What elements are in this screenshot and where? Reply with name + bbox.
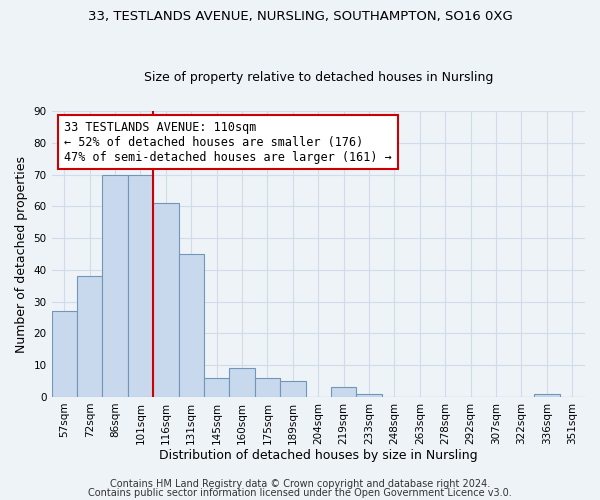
Y-axis label: Number of detached properties: Number of detached properties (15, 156, 28, 352)
Bar (255, 378, 280, 397)
Bar (153, 203, 179, 397)
Text: 33 TESTLANDS AVENUE: 110sqm
← 52% of detached houses are smaller (176)
47% of se: 33 TESTLANDS AVENUE: 110sqm ← 52% of det… (64, 120, 392, 164)
Bar (356, 394, 382, 397)
Text: Contains HM Land Registry data © Crown copyright and database right 2024.: Contains HM Land Registry data © Crown c… (110, 479, 490, 489)
Bar (331, 388, 356, 397)
Title: Size of property relative to detached houses in Nursling: Size of property relative to detached ho… (143, 70, 493, 84)
Bar (103, 174, 128, 397)
Bar (280, 381, 305, 397)
X-axis label: Distribution of detached houses by size in Nursling: Distribution of detached houses by size … (159, 450, 478, 462)
Bar (534, 394, 560, 397)
Bar (77, 276, 103, 397)
Bar (204, 378, 229, 397)
Bar (229, 368, 255, 397)
Bar (179, 254, 204, 397)
Text: Contains public sector information licensed under the Open Government Licence v3: Contains public sector information licen… (88, 488, 512, 498)
Bar (128, 174, 153, 397)
Bar (52, 311, 77, 397)
Text: 33, TESTLANDS AVENUE, NURSLING, SOUTHAMPTON, SO16 0XG: 33, TESTLANDS AVENUE, NURSLING, SOUTHAMP… (88, 10, 512, 23)
